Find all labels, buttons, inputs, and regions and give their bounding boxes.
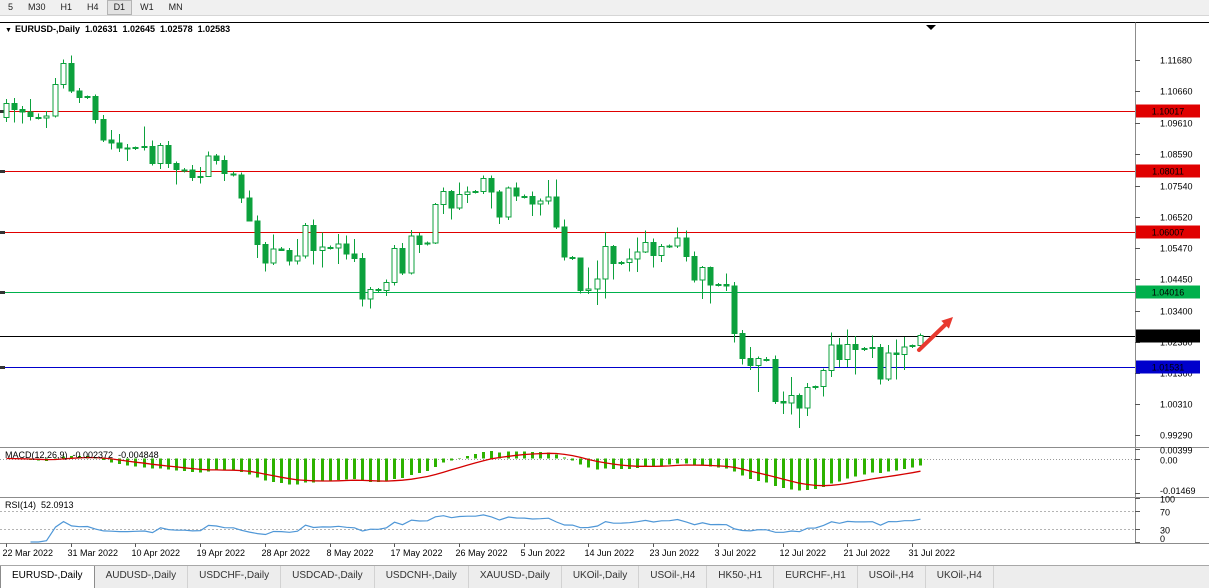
ohlc-close: 1.02583 [197, 24, 231, 34]
chart-tab-3-usdcad-daily[interactable]: USDCAD-,Daily [281, 566, 375, 588]
price-axis-label: 1.07540 [1160, 182, 1193, 192]
chart-tab-11-ukoil-h4[interactable]: UKOil-,H4 [926, 566, 994, 588]
price-axis-label: 1.05470 [1160, 244, 1193, 254]
timeframe-toolbar: 5 M30 H1 H4 D1 W1 MN [0, 0, 1209, 16]
price-axis[interactable]: 1.11680 1.10660 1.09610 1.08590 1.07540 1.065… [1135, 56, 1196, 545]
chart-tab-7-usoil-h4[interactable]: USOil-,H4 [639, 566, 708, 588]
price-axis-label: 1.09610 [1160, 119, 1193, 129]
timeframe-button-M30[interactable]: M30 [28, 2, 46, 12]
price-tag-label: 1.08011 [1152, 167, 1184, 177]
macd-signal-value: -0.004848 [118, 450, 159, 460]
macd-main-value: -0.002372 [72, 450, 114, 460]
rsi-indicator-label: RSI(14) 52.0913 [5, 500, 79, 510]
rsi-axis-label: 0 [1160, 534, 1165, 544]
chart-tab-9-eurchf-h1[interactable]: EURCHF-,H1 [774, 566, 858, 588]
ohlc-high: 1.02645 [122, 24, 156, 34]
date-axis-label: 31 Jul 2022 [909, 548, 956, 558]
rsi-axis-label: 70 [1160, 508, 1170, 518]
price-tag-label: 1.10017 [1152, 107, 1185, 117]
chart-tab-2-usdchf-daily[interactable]: USDCHF-,Daily [188, 566, 282, 588]
macd-pane [0, 451, 1135, 491]
chart-tab-10-usoil-h4[interactable]: USOil-,H4 [858, 566, 926, 588]
date-axis-label: 21 Jul 2022 [844, 548, 891, 558]
date-axis-label: 31 Mar 2022 [68, 548, 119, 558]
chart-tab-1-audusd-daily[interactable]: AUDUSD-,Daily [95, 566, 189, 588]
date-axis-label: 12 Jul 2022 [780, 548, 827, 558]
timeframe-button-MN[interactable]: MN [168, 2, 183, 12]
price-axis-label: 1.08590 [1160, 150, 1193, 160]
chart-shift-marker-icon[interactable] [926, 25, 936, 30]
price-axis-label: 1.00310 [1160, 400, 1193, 410]
date-axis-label: 5 Jun 2022 [521, 548, 566, 558]
date-axis-label: 17 May 2022 [391, 548, 443, 558]
macd-indicator-label: MACD(12,26,9) -0.002372 -0.004848 [5, 450, 164, 460]
timeframe-button-H4[interactable]: H4 [87, 2, 99, 12]
chart-title: ▼ EURUSD-,Daily 1.02631 1.02645 1.02578 1.025… [5, 24, 235, 34]
ohlc-open: 1.02631 [84, 24, 118, 34]
rsi-name: RSI(14) [5, 500, 37, 510]
date-axis-label: 22 Mar 2022 [3, 548, 54, 558]
price-tag-label: 1.06007 [1152, 228, 1185, 238]
price-tag-label: 1.04016 [1152, 288, 1185, 298]
symbol-dropdown-icon[interactable]: ▼ [5, 27, 12, 34]
date-axis-label: 28 Apr 2022 [262, 548, 311, 558]
date-axis-label: 8 May 2022 [327, 548, 374, 558]
timeframe-button-H1[interactable]: H1 [60, 2, 73, 12]
rsi-axis-label: 30 [1160, 526, 1170, 536]
horizontal-level-lines[interactable] [0, 110, 1135, 369]
price-tags: 1.10017 1.08011 1.06007 1.04016 1.01531 1.025… [1136, 104, 1200, 374]
date-axis-label: 3 Jul 2022 [715, 548, 757, 558]
chart-tab-0-eurusd-daily[interactable]: EURUSD-,Daily [0, 566, 95, 588]
price-tag-label: 1.01531 [1152, 363, 1185, 373]
price-chart-svg[interactable]: 1.11680 1.10660 1.09610 1.08590 1.07540 1.065… [0, 16, 1209, 565]
macd-axis-label: 0.00399 [1160, 446, 1193, 456]
price-axis-label: 1.11680 [1160, 56, 1192, 66]
candlestick-layer [3, 55, 924, 429]
price-axis-label: 0.99290 [1160, 431, 1193, 441]
price-axis-label: 1.10660 [1160, 87, 1193, 97]
date-axis-label: 19 Apr 2022 [197, 548, 246, 558]
ohlc-low: 1.02578 [160, 24, 193, 34]
date-axis-label: 26 May 2022 [456, 548, 508, 558]
chart-symbol: EURUSD-,Daily [14, 24, 80, 34]
macd-axis-label: -0.01469 [1160, 486, 1196, 496]
chart-frame [0, 22, 1209, 544]
price-tag-label: 1.02583 [1152, 332, 1185, 342]
price-axis-label: 1.03400 [1160, 307, 1193, 317]
rsi-axis-label: 100 [1160, 495, 1175, 505]
chart-tab-4-usdcnh-daily[interactable]: USDCNH-,Daily [375, 566, 469, 588]
macd-axis-label: 0.00 [1160, 456, 1178, 466]
date-axis-label: 10 Apr 2022 [132, 548, 181, 558]
date-axis[interactable]: 22 Mar 2022 31 Mar 2022 10 Apr 2022 19 Apr … [3, 543, 956, 559]
arrow-annotation[interactable] [917, 317, 953, 352]
timeframe-button-W1[interactable]: W1 [140, 2, 154, 12]
timeframe-button-5[interactable]: 5 [8, 2, 14, 12]
price-axis-label: 1.04450 [1160, 275, 1193, 285]
timeframe-button-D1[interactable]: D1 [106, 0, 133, 15]
macd-name: MACD(12,26,9) [5, 450, 68, 460]
chart-tab-8-hk50-h1[interactable]: HK50-,H1 [707, 566, 775, 588]
chart-tabs-bar: EURUSD-,Daily AUDUSD-,Daily USDCHF-,Daily U… [0, 565, 1209, 588]
chart-tab-5-xauusd-daily[interactable]: XAUUSD-,Daily [469, 566, 562, 588]
rsi-value: 52.0913 [41, 500, 74, 510]
rsi-pane [0, 511, 1135, 543]
date-axis-label: 14 Jun 2022 [585, 548, 635, 558]
date-axis-label: 23 Jun 2022 [650, 548, 700, 558]
price-axis-label: 1.06520 [1160, 213, 1193, 223]
chart-tab-6-ukoil-daily[interactable]: UKOil-,Daily [562, 566, 640, 588]
